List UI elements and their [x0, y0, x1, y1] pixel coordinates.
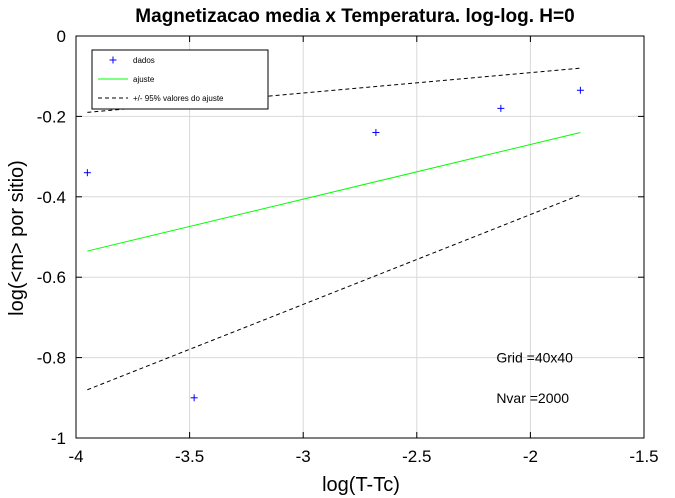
fit-line	[87, 131, 581, 252]
y-tick-label: 0	[57, 27, 66, 46]
x-axis-label: log(T-Tc)	[322, 474, 400, 496]
data-point-marker	[372, 128, 380, 136]
annotation-text: Grid =40x40	[496, 350, 573, 366]
x-tick-label: -3.5	[175, 447, 204, 466]
legend-label: +/- 95% valores do ajuste	[133, 94, 224, 103]
confidence-band-line	[87, 194, 581, 391]
x-tick-label: -2.5	[402, 447, 431, 466]
data-point-marker	[83, 169, 91, 177]
x-tick-label: -1.5	[629, 447, 658, 466]
legend: dados ajuste +/- 95% valores do ajuste	[91, 49, 269, 110]
y-tick-label: -1	[51, 429, 66, 448]
legend-label: dados	[133, 56, 155, 65]
x-tick-label: -4	[68, 447, 83, 466]
series-layer	[83, 67, 584, 402]
axis-ticks: -4 -3.5 -3 -2.5 -2 -1.5 0 -0.2 -0.4 -0.6 -0.8 -1	[37, 27, 659, 466]
chart-title: Magnetizacao media x Temperatura. log-lo…	[135, 6, 574, 27]
legend-marker	[109, 56, 117, 64]
legend-label: ajuste	[133, 75, 155, 84]
y-tick-label: -0.8	[37, 349, 66, 368]
annotations: Grid =40x40 Nvar =2000	[496, 350, 573, 406]
x-tick-label: -2	[523, 447, 538, 466]
confidence-band-line	[87, 67, 581, 113]
plot-area-frame	[75, 35, 645, 439]
y-tick-label: -0.2	[37, 107, 66, 126]
data-point-marker	[576, 86, 584, 94]
data-point-marker	[497, 104, 505, 112]
x-tick-label: -3	[296, 447, 311, 466]
y-tick-label: -0.6	[37, 268, 66, 287]
y-axis-label: log(<m> por sitio)	[6, 160, 28, 316]
y-tick-label: -0.4	[37, 188, 66, 207]
annotation-text: Nvar =2000	[496, 390, 569, 406]
data-point-marker	[190, 394, 198, 402]
grid	[75, 35, 645, 439]
